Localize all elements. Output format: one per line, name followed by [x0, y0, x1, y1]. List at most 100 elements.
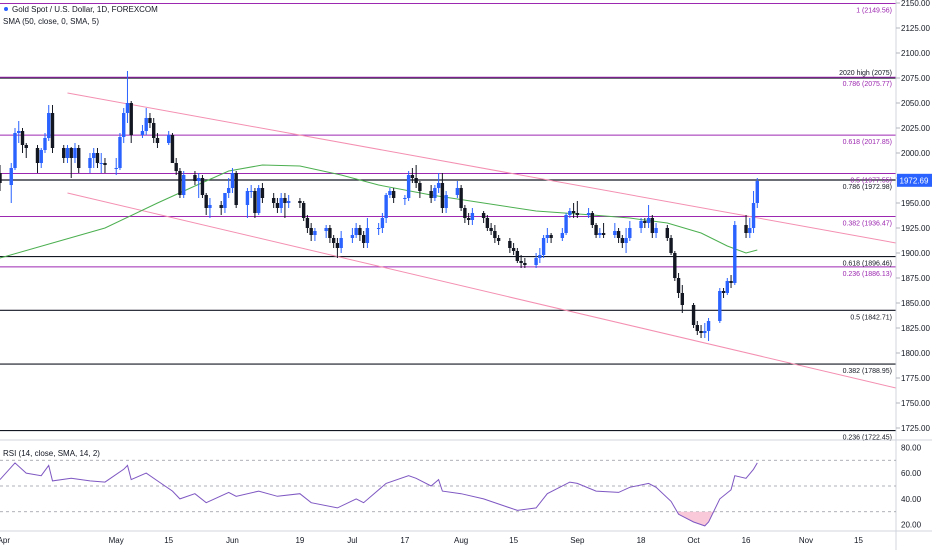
candle-body: [256, 188, 261, 213]
candle-body: [654, 228, 658, 233]
candle-body: [309, 228, 313, 235]
candle-body: [699, 331, 703, 333]
candle-body: [391, 191, 396, 198]
candle-body: [230, 173, 235, 188]
time-tick-label: Nov: [799, 536, 813, 545]
price-tick-label: 1925.00: [901, 224, 930, 233]
level-label: 2020 high (2075): [839, 70, 892, 77]
candle-body: [436, 183, 441, 188]
price-tick-label: 2075.00: [901, 74, 930, 83]
candle-body: [429, 191, 433, 198]
candle-body: [193, 175, 197, 181]
candle-body: [178, 171, 182, 195]
candle-body: [0, 173, 2, 183]
candle-body: [92, 153, 96, 158]
candle-body: [718, 291, 722, 321]
rsi-line: [0, 462, 758, 527]
price-tick-label: 2100.00: [901, 49, 930, 58]
candle-body: [568, 211, 572, 215]
candle-body: [365, 228, 370, 243]
candle-body: [200, 178, 205, 195]
level-label: 0.786 (2075.77): [843, 81, 892, 88]
time-tick-label: Sep: [570, 536, 585, 545]
candle-body: [493, 231, 497, 238]
rsi-tick-label: 40.00: [901, 495, 922, 504]
rsi-tick-label: 80.00: [901, 443, 922, 452]
candle-body: [354, 228, 358, 235]
candle-body: [515, 251, 520, 261]
candle-body: [729, 281, 733, 283]
candle-body: [639, 221, 643, 228]
candle-body: [695, 325, 700, 331]
candle-body: [234, 173, 238, 205]
candle-body: [339, 238, 343, 248]
price-tick-label: 1750.00: [901, 399, 930, 408]
candle-body: [733, 225, 737, 283]
candle-body: [174, 163, 178, 171]
candle-body: [594, 225, 598, 235]
candle-body: [463, 208, 467, 218]
time-tick-label: 15: [854, 536, 863, 545]
price-tick-label: 1950.00: [901, 199, 930, 208]
candle-body: [305, 218, 310, 228]
candle-body: [286, 201, 291, 203]
candle-body: [706, 321, 711, 331]
time-tick-label: 15: [164, 536, 173, 545]
candle-body: [140, 131, 145, 135]
candle-body: [313, 231, 317, 235]
candle-body: [613, 231, 617, 235]
candle-body: [328, 228, 332, 238]
candle-body: [624, 238, 628, 243]
rsi-label: RSI (14, close, SMA, 14, 2): [3, 449, 100, 458]
candle-body: [20, 131, 25, 145]
candle-body: [122, 113, 126, 137]
candle-body: [744, 225, 748, 233]
candle-body: [519, 261, 523, 263]
candle-body: [301, 203, 306, 218]
candle-body: [628, 228, 632, 238]
candle-body: [676, 278, 681, 293]
candle-body: [275, 203, 280, 208]
price-tick-label: 1850.00: [901, 299, 930, 308]
channel-line: [67, 192, 897, 389]
candle-body: [545, 235, 550, 238]
candle-body: [549, 235, 553, 238]
candle-body: [575, 213, 580, 215]
time-axis[interactable]: Apr May 15 Jun 19 Jul 17 Aug 15 Sep 18 Oct 16 Nov 15: [0, 536, 864, 545]
candle-body: [691, 305, 696, 325]
candle-body: [283, 198, 287, 203]
candle-body: [598, 233, 602, 235]
candle-body: [152, 123, 156, 138]
candle-body: [114, 168, 118, 169]
candle-body: [560, 233, 565, 238]
price-tick-label: 1800.00: [901, 349, 930, 358]
candle-body: [73, 148, 77, 158]
candle-body: [538, 255, 542, 258]
candle-body: [748, 228, 752, 233]
candle-body: [99, 163, 103, 164]
level-label: 0.618 (2017.85): [843, 139, 892, 146]
candle-body: [324, 228, 328, 231]
candle-body: [508, 241, 512, 248]
candle-body: [155, 138, 160, 143]
price-tick-label: 2025.00: [901, 124, 930, 133]
candle-body: [669, 238, 673, 253]
candle-body: [481, 213, 486, 218]
candles: [0, 71, 759, 341]
price-tick-label: 2125.00: [901, 24, 930, 33]
candle-body: [39, 150, 43, 163]
candle-body: [17, 131, 21, 133]
candle-body: [496, 238, 501, 241]
rsi-tick-label: 20.00: [901, 521, 922, 530]
time-tick-label: Aug: [454, 536, 468, 545]
candle-body: [534, 258, 538, 265]
candle-body: [77, 148, 81, 168]
candle-body: [279, 198, 283, 208]
candle-body: [47, 113, 51, 138]
candle-body: [129, 103, 133, 135]
candle-body: [361, 235, 366, 243]
candle-body: [245, 191, 250, 205]
time-tick-label: Apr: [0, 536, 10, 545]
